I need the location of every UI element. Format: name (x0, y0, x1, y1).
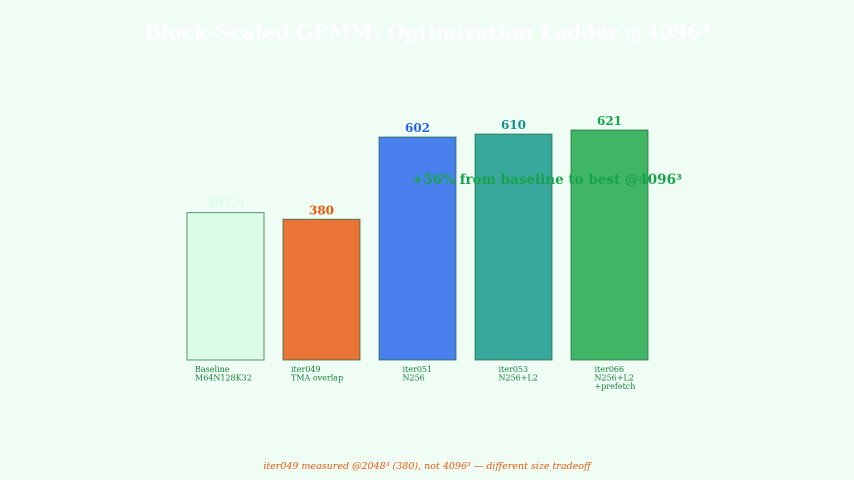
tick-label-4-0: iter066 (595, 365, 625, 374)
value-label-1: 380 (309, 203, 334, 217)
tick-label-2-1: N256 (403, 374, 425, 383)
tick-label-1-0: iter049 (291, 365, 321, 374)
value-label-2: 602 (405, 121, 430, 135)
tick-label-1-1: TMA overlap (291, 374, 343, 383)
tick-label-4-1: N256+L2 (595, 374, 634, 383)
value-label-3: 610 (501, 118, 526, 132)
chart-title: Block-Scaled GEMM: Optimization Ladder @… (144, 20, 710, 44)
bar-2 (378, 136, 457, 361)
tick-label-0-0: Baseline (195, 365, 230, 374)
tick-label-0-1: M64N128K32 (195, 374, 252, 383)
value-label-0: 397.9 (207, 197, 245, 211)
annotation: +56% from baseline to best @4096³ (412, 172, 682, 188)
bar-4 (570, 129, 649, 361)
footnote: iter049 measured @2048³ (380), not 4096³… (263, 461, 593, 472)
tick-label-2-0: iter051 (403, 365, 433, 374)
tick-label-3-1: N256+L2 (499, 374, 538, 383)
bar-1 (282, 218, 361, 361)
tick-label-4-2: +prefetch (595, 382, 636, 391)
value-label-4: 621 (597, 114, 622, 128)
bar-0 (186, 212, 265, 361)
tick-label-3-0: iter053 (499, 365, 529, 374)
bar-3 (474, 133, 553, 361)
